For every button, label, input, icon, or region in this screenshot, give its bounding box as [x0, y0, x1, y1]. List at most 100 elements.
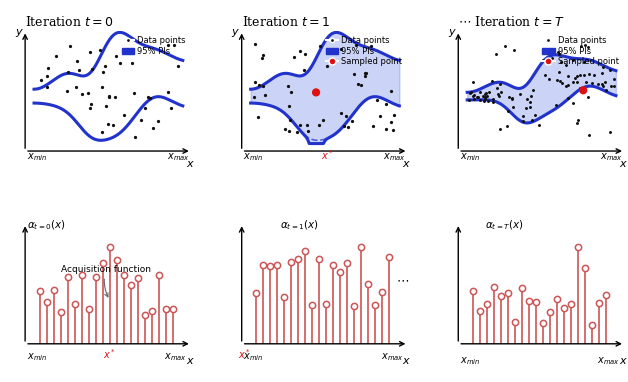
Text: $x$: $x$ — [186, 356, 195, 366]
Point — [507, 96, 517, 102]
Point — [286, 89, 296, 95]
Point — [360, 73, 370, 79]
Text: $x_{min}$: $x_{min}$ — [243, 351, 264, 363]
Point — [253, 114, 263, 120]
Point — [360, 70, 371, 76]
Point — [601, 87, 611, 93]
Point — [484, 89, 494, 95]
Point — [555, 69, 565, 75]
Point — [291, 129, 301, 135]
Legend: Data points, 95% PIs: Data points, 95% PIs — [120, 35, 188, 57]
Point — [344, 124, 354, 130]
Point — [103, 121, 113, 127]
Point — [336, 110, 346, 116]
Point — [469, 92, 479, 98]
Point — [163, 42, 173, 49]
Point — [386, 119, 396, 125]
Point — [529, 112, 539, 118]
Point — [598, 63, 608, 70]
Text: $x^*$: $x^*$ — [238, 348, 251, 361]
Point — [578, 87, 588, 93]
Point — [349, 71, 359, 78]
Point — [119, 112, 129, 118]
Point — [86, 101, 96, 107]
Point — [605, 129, 615, 135]
Text: $x_{min}$: $x_{min}$ — [244, 152, 264, 163]
Text: $\cdots$ Iteration $t = T$: $\cdots$ Iteration $t = T$ — [458, 15, 565, 29]
Point — [386, 88, 396, 94]
Point — [584, 71, 594, 78]
Text: Iteration $t = 0$: Iteration $t = 0$ — [25, 15, 114, 29]
Point — [480, 94, 490, 100]
Text: $x_{max}$: $x_{max}$ — [597, 355, 620, 367]
Point — [41, 84, 51, 90]
Point — [173, 63, 183, 69]
Point — [521, 105, 531, 112]
Point — [573, 117, 583, 123]
Point — [468, 79, 478, 85]
Point — [493, 91, 503, 97]
Point — [465, 91, 475, 97]
Text: $y$: $y$ — [448, 27, 457, 39]
Point — [534, 122, 544, 128]
Point — [589, 72, 599, 78]
Point — [469, 96, 479, 102]
Point — [163, 89, 173, 95]
Point — [472, 94, 482, 100]
Point — [504, 94, 514, 100]
Point — [250, 78, 260, 84]
Point — [508, 104, 518, 110]
Point — [517, 113, 528, 119]
Point — [557, 80, 567, 86]
Point — [148, 125, 158, 131]
Point — [72, 58, 82, 64]
Point — [62, 87, 72, 94]
Point — [584, 132, 594, 138]
Point — [555, 78, 565, 84]
Point — [356, 81, 366, 87]
Point — [71, 84, 81, 90]
Point — [561, 83, 571, 89]
Point — [36, 77, 46, 83]
Text: Iteration $t = 1$: Iteration $t = 1$ — [242, 15, 330, 29]
Point — [77, 91, 87, 97]
Point — [83, 90, 93, 96]
Point — [474, 94, 484, 100]
Point — [515, 91, 525, 97]
Point — [522, 96, 532, 102]
Point — [311, 89, 321, 96]
Point — [556, 58, 566, 65]
Point — [480, 91, 490, 97]
Point — [115, 60, 125, 66]
Point — [568, 57, 578, 63]
Point — [284, 103, 295, 109]
Text: $x$: $x$ — [619, 356, 628, 366]
Point — [576, 42, 586, 49]
Point — [257, 55, 267, 61]
Text: $x_{max}$: $x_{max}$ — [381, 351, 404, 363]
Point — [303, 128, 313, 134]
Point — [322, 63, 332, 69]
Text: $y$: $y$ — [14, 27, 24, 39]
Point — [500, 42, 510, 49]
Point — [582, 79, 592, 86]
Point — [575, 72, 585, 78]
Point — [609, 76, 619, 82]
Point — [340, 123, 350, 129]
Point — [561, 62, 571, 68]
Point — [136, 117, 146, 123]
Text: $x_{min}$: $x_{min}$ — [26, 351, 47, 363]
Point — [87, 66, 97, 72]
Point — [552, 77, 562, 83]
Point — [97, 129, 107, 135]
Text: $x_{max}$: $x_{max}$ — [384, 152, 406, 163]
Point — [98, 70, 108, 76]
Point — [575, 85, 585, 91]
Point — [63, 69, 73, 75]
Point — [583, 94, 593, 100]
Point — [563, 81, 573, 87]
Text: $y$: $y$ — [231, 27, 240, 39]
Point — [572, 73, 582, 79]
Point — [494, 93, 504, 99]
Point — [341, 113, 351, 119]
